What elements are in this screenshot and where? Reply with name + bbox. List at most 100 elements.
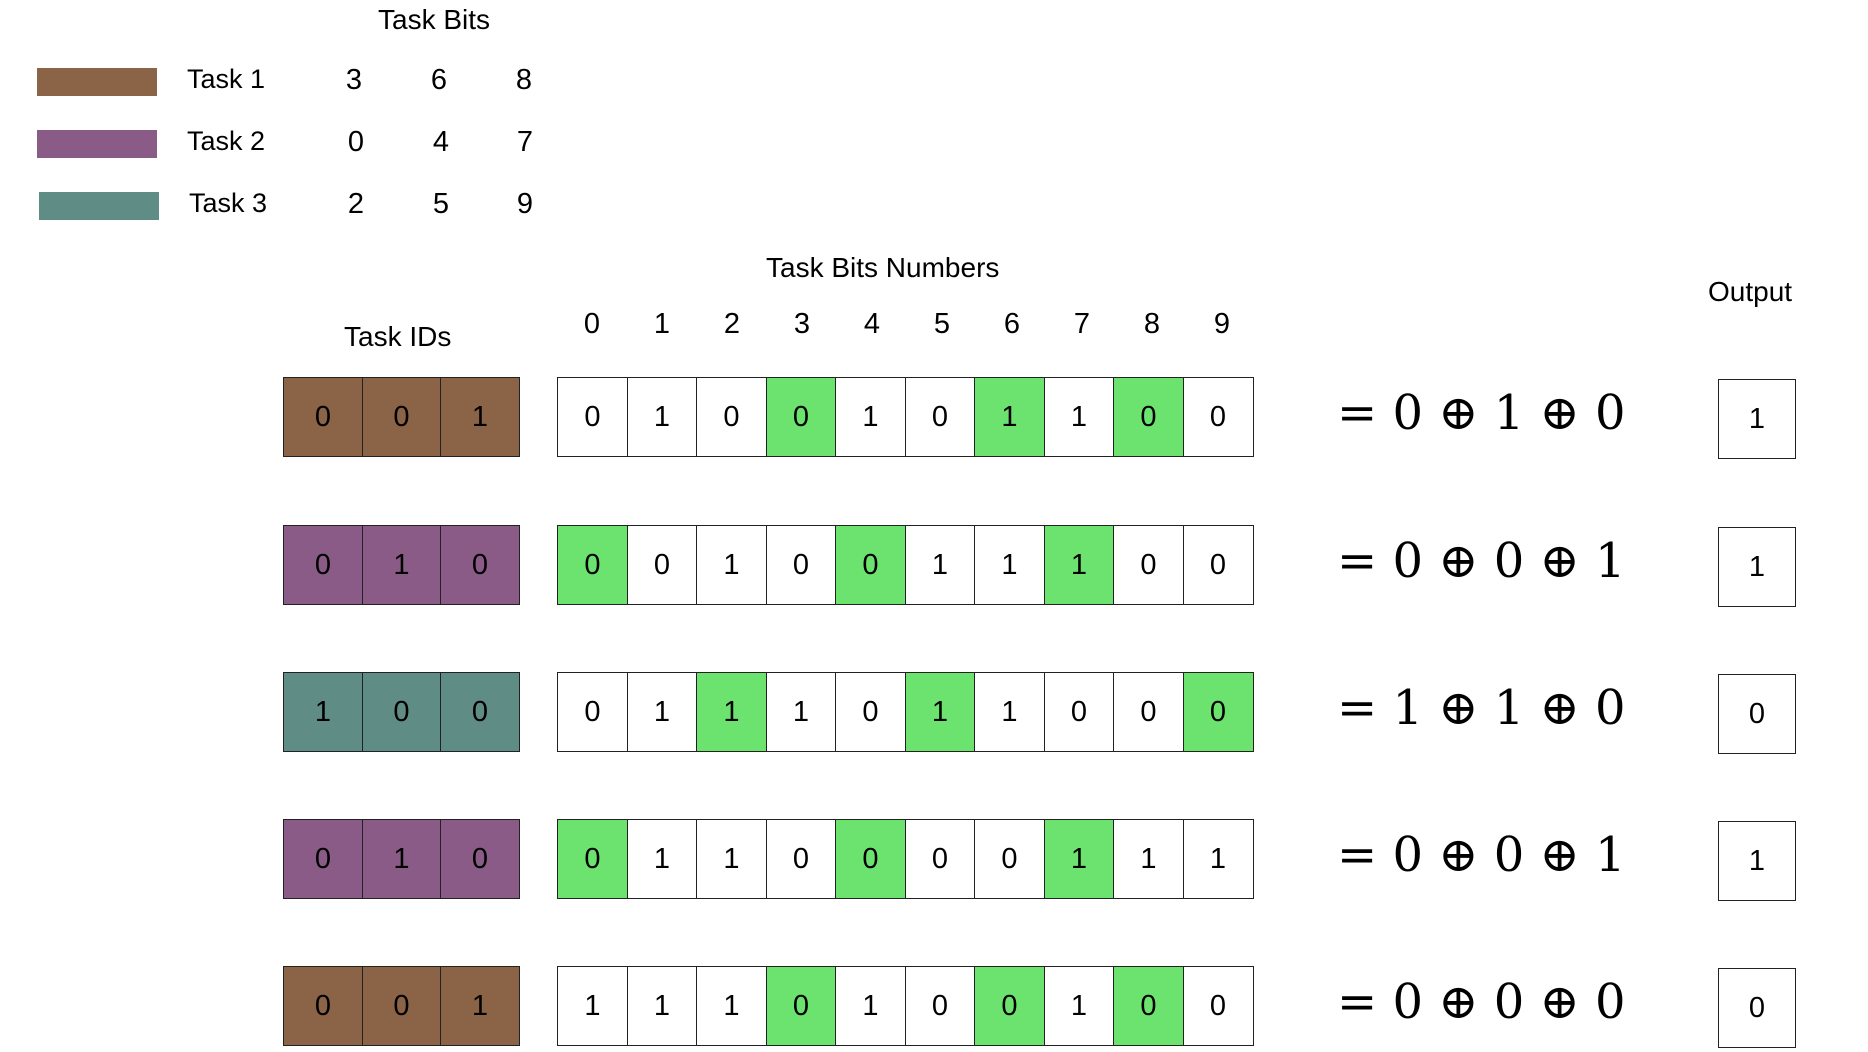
task-bits-numbers-header: Task Bits Numbers xyxy=(766,252,1000,283)
bit-cell: 0 xyxy=(1182,525,1254,605)
highlighted-bit-cell: 0 xyxy=(1113,377,1184,457)
task-1-bit: 8 xyxy=(515,64,533,96)
task-1-label: Task 1 xyxy=(187,64,266,94)
bit-cell: 1 xyxy=(835,966,906,1046)
task-id-bit-cell: 0 xyxy=(440,819,520,899)
task-id-bit-cell: 1 xyxy=(283,672,363,752)
bit-cell: 0 xyxy=(696,377,767,457)
bit-cell: 1 xyxy=(626,966,698,1046)
column-number: 5 xyxy=(933,308,951,340)
highlighted-bit-cell: 0 xyxy=(765,966,837,1046)
highlighted-bit-cell: 0 xyxy=(1113,966,1184,1046)
highlighted-bit-cell: 0 xyxy=(1182,672,1254,752)
xor-equation: = 0 ⊕ 0 ⊕ 1 xyxy=(1337,827,1626,883)
task-id-bit-cell: 0 xyxy=(283,819,363,899)
bit-cell: 1 xyxy=(1043,966,1115,1046)
bit-cell: 1 xyxy=(696,525,767,605)
output-box: 1 xyxy=(1718,821,1796,901)
bit-cell: 0 xyxy=(1182,377,1254,457)
bit-cell: 0 xyxy=(1113,672,1184,752)
task-id-bit-cell: 0 xyxy=(283,966,363,1046)
task-2-bit: 7 xyxy=(516,126,534,158)
task-3-swatch xyxy=(39,192,159,220)
highlighted-bit-cell: 1 xyxy=(1043,525,1115,605)
bit-cell: 0 xyxy=(765,819,837,899)
bit-cell: 0 xyxy=(557,672,628,752)
task-3-bit: 2 xyxy=(347,188,365,220)
bit-cell: 0 xyxy=(904,819,976,899)
xor-equation: = 0 ⊕ 0 ⊕ 0 xyxy=(1337,974,1626,1030)
bit-cell: 1 xyxy=(765,672,837,752)
task-id-bit-cell: 1 xyxy=(361,819,442,899)
task-id-bit-cell: 0 xyxy=(283,377,363,457)
bit-cell: 0 xyxy=(904,377,976,457)
xor-equation: = 0 ⊕ 0 ⊕ 1 xyxy=(1337,533,1626,589)
column-number: 0 xyxy=(583,308,601,340)
bit-cell: 1 xyxy=(626,672,698,752)
bit-cell: 1 xyxy=(1182,819,1254,899)
column-number: 4 xyxy=(863,308,881,340)
highlighted-bit-cell: 0 xyxy=(835,819,906,899)
highlighted-bit-cell: 0 xyxy=(765,377,837,457)
task-2-swatch xyxy=(37,130,157,158)
highlighted-bit-cell: 0 xyxy=(974,966,1045,1046)
task-2-label: Task 2 xyxy=(187,126,266,156)
bit-cell: 0 xyxy=(1113,525,1184,605)
task-id-bit-cell: 0 xyxy=(283,525,363,605)
task-id-bit-cell: 1 xyxy=(361,525,442,605)
bit-cell: 0 xyxy=(765,525,837,605)
bit-cell: 1 xyxy=(974,672,1045,752)
task-id-bit-cell: 0 xyxy=(361,377,442,457)
bit-cell: 1 xyxy=(835,377,906,457)
highlighted-bit-cell: 1 xyxy=(974,377,1045,457)
bit-cell: 1 xyxy=(1113,819,1184,899)
highlighted-bit-cell: 1 xyxy=(696,672,767,752)
output-header: Output xyxy=(1708,276,1793,307)
xor-equation: = 1 ⊕ 1 ⊕ 0 xyxy=(1337,680,1626,736)
task-id-bit-cell: 1 xyxy=(440,377,520,457)
output-box: 1 xyxy=(1718,379,1796,459)
highlighted-bit-cell: 0 xyxy=(557,525,628,605)
column-number: 3 xyxy=(793,308,811,340)
output-box: 0 xyxy=(1718,968,1796,1048)
bit-cell: 1 xyxy=(626,819,698,899)
bit-cell: 0 xyxy=(1182,966,1254,1046)
task-id-bit-cell: 0 xyxy=(361,966,442,1046)
highlighted-bit-cell: 0 xyxy=(557,819,628,899)
highlighted-bit-cell: 1 xyxy=(904,672,976,752)
task-id-bit-cell: 0 xyxy=(440,672,520,752)
task-id-bit-cell: 1 xyxy=(440,966,520,1046)
bit-cell: 1 xyxy=(1043,377,1115,457)
task-id-bit-cell: 0 xyxy=(361,672,442,752)
legend-header: Task Bits xyxy=(378,4,491,35)
column-number: 7 xyxy=(1073,308,1091,340)
task-2-bit: 4 xyxy=(432,126,450,158)
bit-cell: 0 xyxy=(904,966,976,1046)
bit-cell: 0 xyxy=(835,672,906,752)
bit-cell: 0 xyxy=(626,525,698,605)
bit-cell: 1 xyxy=(696,819,767,899)
bit-cell: 1 xyxy=(696,966,767,1046)
bit-cell: 1 xyxy=(904,525,976,605)
column-number: 2 xyxy=(723,308,741,340)
column-number: 8 xyxy=(1143,308,1161,340)
output-box: 1 xyxy=(1718,527,1796,607)
task-3-bit: 9 xyxy=(516,188,534,220)
highlighted-bit-cell: 0 xyxy=(835,525,906,605)
xor-equation: = 0 ⊕ 1 ⊕ 0 xyxy=(1337,385,1626,441)
bit-cell: 1 xyxy=(974,525,1045,605)
bit-cell: 1 xyxy=(626,377,698,457)
task-ids-header: Task IDs xyxy=(344,321,452,352)
task-1-bit: 6 xyxy=(430,64,448,96)
highlighted-bit-cell: 1 xyxy=(1043,819,1115,899)
bit-cell: 1 xyxy=(557,966,628,1046)
